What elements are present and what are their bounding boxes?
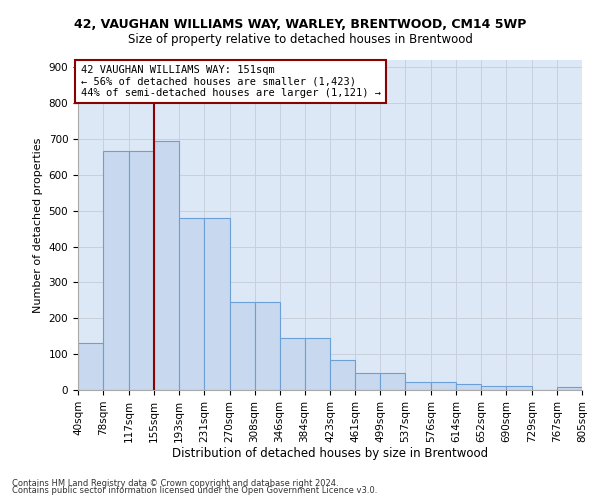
Bar bbox=[154, 140, 179, 390]
Text: 42, VAUGHAN WILLIAMS WAY, WARLEY, BRENTWOOD, CM14 5WP: 42, VAUGHAN WILLIAMS WAY, WARLEY, BRENTW… bbox=[74, 18, 526, 30]
Bar bbox=[204, 218, 230, 390]
Bar bbox=[557, 387, 582, 390]
Bar bbox=[506, 386, 532, 390]
Bar bbox=[305, 338, 331, 390]
Bar bbox=[103, 152, 129, 390]
Text: 42 VAUGHAN WILLIAMS WAY: 151sqm
← 56% of detached houses are smaller (1,423)
44%: 42 VAUGHAN WILLIAMS WAY: 151sqm ← 56% of… bbox=[80, 65, 380, 98]
Bar bbox=[179, 218, 204, 390]
Bar bbox=[481, 386, 506, 390]
Bar bbox=[355, 373, 380, 390]
Bar bbox=[456, 384, 481, 390]
Text: Contains public sector information licensed under the Open Government Licence v3: Contains public sector information licen… bbox=[12, 486, 377, 495]
Text: Contains HM Land Registry data © Crown copyright and database right 2024.: Contains HM Land Registry data © Crown c… bbox=[12, 478, 338, 488]
Bar bbox=[129, 152, 154, 390]
Bar bbox=[78, 344, 103, 390]
Bar bbox=[406, 382, 431, 390]
Bar bbox=[254, 302, 280, 390]
Bar bbox=[431, 382, 456, 390]
Bar bbox=[280, 338, 305, 390]
Text: Size of property relative to detached houses in Brentwood: Size of property relative to detached ho… bbox=[128, 32, 472, 46]
X-axis label: Distribution of detached houses by size in Brentwood: Distribution of detached houses by size … bbox=[172, 448, 488, 460]
Bar bbox=[380, 373, 406, 390]
Bar bbox=[331, 360, 355, 390]
Bar bbox=[230, 302, 254, 390]
Y-axis label: Number of detached properties: Number of detached properties bbox=[33, 138, 43, 312]
